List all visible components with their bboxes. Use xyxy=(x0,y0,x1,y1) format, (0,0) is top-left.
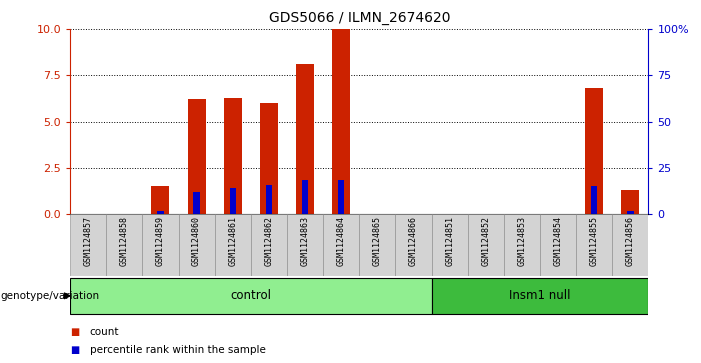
Text: percentile rank within the sample: percentile rank within the sample xyxy=(90,345,266,355)
Text: GSM1124858: GSM1124858 xyxy=(120,216,129,266)
Bar xyxy=(193,192,200,214)
Bar xyxy=(70,214,107,276)
Bar xyxy=(338,180,344,214)
Bar xyxy=(627,211,634,214)
Text: count: count xyxy=(90,327,119,337)
Text: GSM1124854: GSM1124854 xyxy=(554,216,563,266)
Text: GSM1124859: GSM1124859 xyxy=(156,216,165,266)
Text: ■: ■ xyxy=(70,345,79,355)
Text: GSM1124851: GSM1124851 xyxy=(445,216,454,266)
Bar xyxy=(215,214,251,276)
Bar xyxy=(142,214,179,276)
Bar xyxy=(332,29,350,214)
Bar xyxy=(229,188,236,214)
Text: GSM1124863: GSM1124863 xyxy=(301,216,310,266)
Bar xyxy=(395,214,432,276)
Bar xyxy=(251,214,287,276)
Bar xyxy=(107,214,142,276)
Text: GSM1124860: GSM1124860 xyxy=(192,216,201,266)
Title: GDS5066 / ILMN_2674620: GDS5066 / ILMN_2674620 xyxy=(268,11,450,25)
Text: GSM1124866: GSM1124866 xyxy=(409,216,418,266)
Bar xyxy=(360,214,395,276)
Bar xyxy=(151,187,170,214)
Bar xyxy=(224,98,242,214)
Bar xyxy=(612,214,648,276)
Text: GSM1124856: GSM1124856 xyxy=(626,216,635,266)
Bar xyxy=(302,180,308,214)
Text: GSM1124853: GSM1124853 xyxy=(517,216,526,266)
Text: GSM1124857: GSM1124857 xyxy=(83,216,93,266)
Bar xyxy=(260,103,278,214)
Bar xyxy=(621,190,639,214)
Bar xyxy=(70,278,432,314)
Text: GSM1124862: GSM1124862 xyxy=(264,216,273,266)
Text: GSM1124861: GSM1124861 xyxy=(229,216,237,266)
Bar xyxy=(287,214,323,276)
Bar xyxy=(323,214,359,276)
Bar xyxy=(540,214,576,276)
Text: GSM1124865: GSM1124865 xyxy=(373,216,382,266)
Text: GSM1124852: GSM1124852 xyxy=(482,216,490,266)
Bar xyxy=(468,214,504,276)
Bar xyxy=(432,214,468,276)
Text: ■: ■ xyxy=(70,327,79,337)
Bar xyxy=(576,214,612,276)
Text: Insm1 null: Insm1 null xyxy=(509,289,571,302)
Bar xyxy=(266,184,272,214)
Bar xyxy=(591,187,597,214)
Bar xyxy=(432,278,648,314)
Bar xyxy=(585,88,604,214)
Text: GSM1124855: GSM1124855 xyxy=(590,216,599,266)
Text: genotype/variation: genotype/variation xyxy=(1,291,100,301)
Bar xyxy=(157,211,164,214)
Bar xyxy=(188,99,205,214)
Text: control: control xyxy=(231,289,271,302)
Bar xyxy=(296,64,314,214)
Bar xyxy=(179,214,215,276)
Text: GSM1124864: GSM1124864 xyxy=(336,216,346,266)
Bar xyxy=(504,214,540,276)
